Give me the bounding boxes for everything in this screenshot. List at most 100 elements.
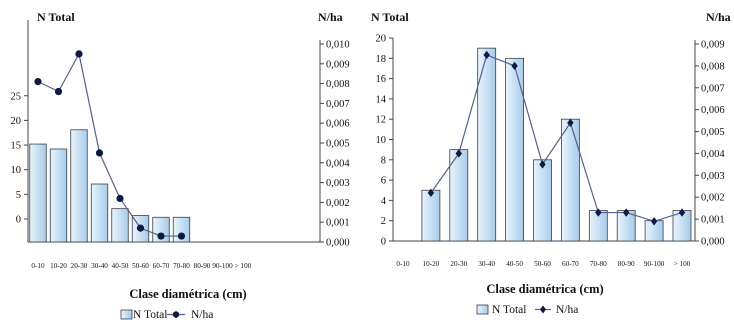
right-chart-y2tick-label: 0,007: [701, 83, 725, 94]
right-chart-ylabel: N Total: [371, 10, 409, 24]
right-chart-nha-point: [678, 208, 686, 217]
left-chart-bar: [49, 148, 68, 243]
left-chart-category-label: 10-20: [50, 262, 67, 270]
left-chart-legend-nha-label: N/ha: [191, 309, 213, 321]
right-chart-nha-point: [511, 61, 518, 71]
left-chart-y2tick-label: 0,002: [326, 198, 350, 209]
right-chart-bar: [421, 189, 441, 242]
left-chart-ytick-label: 5: [16, 190, 21, 201]
right-chart-y2tick-label: 0,006: [701, 105, 725, 116]
left-chart-y2tick-label: 0,010: [326, 40, 350, 51]
right-chart-ytick-label: 14: [376, 94, 387, 105]
left-chart-category-label: 40-50: [112, 262, 129, 270]
right-chart-y2tick-label: 0,000: [701, 237, 725, 248]
left-chart-y2tick-label: 0,004: [326, 158, 350, 169]
right-chart-legend-ntotal-label: N Total: [492, 304, 526, 316]
right-chart-y2tick-label: 0,003: [701, 171, 725, 182]
right-chart-y2tick-label: 0,005: [701, 127, 725, 138]
left-chart-legend-ntotal-label: N Total: [133, 309, 167, 321]
right-chart-legend-nha-label: N/ha: [556, 304, 578, 316]
left-chart-category-label: 0-10: [31, 262, 45, 270]
left-chart-category-label: 30-40: [91, 262, 108, 270]
left-chart-category-label: 70-80: [173, 262, 190, 270]
right-chart-category-label: 60-70: [562, 260, 579, 268]
left-chart-nha-point: [95, 149, 104, 157]
left-chart-nha-point: [177, 232, 186, 240]
left-chart-category-label: 90-100: [212, 262, 233, 270]
left-chart-y2tick-label: 0,007: [326, 99, 350, 110]
left-chart-bar: [90, 183, 109, 243]
left-chart-category-label: 60-70: [153, 262, 170, 270]
left-chart-category-label: 20-30: [71, 262, 88, 270]
right-chart-bar: [561, 118, 580, 242]
left-chart-nha-point: [116, 194, 124, 203]
right-chart-bar: [505, 57, 525, 242]
right-chart-nha-point: [539, 160, 546, 169]
right-chart-category-label: 10-20: [423, 260, 440, 268]
right-chart-ytick-label: 16: [376, 74, 387, 85]
right-chart-category-label: > 100: [674, 260, 691, 268]
left-chart-y2label: N/ha: [318, 10, 343, 24]
left-chart-y2tick-label: 0,000: [326, 238, 350, 249]
right-chart-y2tick-label: 0,009: [701, 40, 725, 51]
left-chart-xlabel: Clase diamétrica (cm): [129, 287, 246, 301]
right-chart-y2tick-label: 0,002: [701, 193, 725, 204]
right-chart-nha-point: [650, 217, 658, 226]
right-chart-nha-point: [595, 208, 602, 217]
left-chart-ytick-label: 20: [11, 116, 22, 127]
left-chart-y2tick-label: 0,001: [326, 218, 350, 229]
right-chart-nha-point: [567, 118, 574, 127]
left-chart-nha-point: [34, 78, 42, 86]
left-chart-category-label: 80-90: [194, 262, 211, 270]
right-chart-y2label: N/ha: [706, 10, 731, 24]
right-chart-nha-point: [455, 149, 462, 158]
right-chart-legend-bar-swatch: [476, 304, 489, 315]
left-chart-ylabel: N Total: [37, 10, 75, 24]
right-chart-category-label: 0-10: [396, 260, 410, 268]
right-chart-category-label: 80-90: [618, 260, 635, 268]
left-chart-category-label: 50-60: [132, 262, 149, 270]
left-chart-bar: [70, 129, 88, 243]
right-chart-category-label: 90-100: [644, 260, 665, 268]
left-chart-legend-bar-swatch: [120, 309, 133, 320]
right-chart-nha-line: [430, 54, 683, 222]
right-chart-y2tick-label: 0,008: [701, 61, 725, 72]
left-chart-bar: [111, 208, 129, 243]
right-chart-nha-point: [427, 188, 435, 198]
right-chart-ytick-label: 4: [381, 196, 387, 207]
right-chart-bar: [477, 47, 497, 242]
left-chart-ytick-label: 25: [11, 91, 22, 102]
left-chart-nha-line: [37, 52, 182, 237]
right-chart-legend-marker: [540, 305, 546, 314]
right-chart-ytick-label: 8: [381, 155, 386, 166]
left-chart-legend-marker: [172, 311, 180, 318]
right-chart-bar: [533, 159, 552, 242]
right-chart-category-label: 30-40: [478, 260, 495, 268]
left-chart-nha-point: [136, 224, 145, 232]
right-chart: N Total N/ha Clase diamétrica (cm) 0 2 4 6 8…: [371, 10, 731, 316]
right-chart-category-label: 70-80: [590, 260, 607, 268]
left-chart-y2tick-label: 0,005: [326, 139, 350, 150]
right-chart-y2tick-label: 0,001: [701, 215, 725, 226]
right-chart-category-label: 20-30: [450, 260, 467, 268]
left-chart-nha-point: [157, 232, 165, 240]
left-chart-ytick-label: 10: [11, 165, 22, 176]
right-chart-xlabel: Clase diamétrica (cm): [486, 282, 603, 296]
right-chart-ytick-label: 12: [376, 115, 387, 126]
right-chart-nha-point: [483, 50, 490, 60]
right-chart-ytick-label: 20: [376, 34, 387, 45]
right-chart-nha-point: [623, 208, 630, 217]
left-chart-ytick-label: 15: [11, 141, 22, 152]
right-chart-y2tick-label: 0,004: [701, 149, 725, 160]
right-chart-ytick-label: 6: [381, 176, 386, 187]
left-chart: N Total N/ha Clase diamétrica (cm) 0 5 10 1…: [11, 10, 351, 321]
left-chart-nha-point: [75, 50, 83, 58]
right-chart-ytick-label: 2: [381, 216, 386, 227]
right-chart-ytick-label: 10: [376, 135, 387, 146]
left-chart-nha-point: [54, 87, 63, 96]
left-chart-category-label: > 100: [235, 262, 252, 270]
left-chart-y2tick-label: 0,003: [326, 178, 350, 189]
left-chart-ytick-label: 0: [16, 215, 21, 226]
left-chart-y2tick-label: 0,008: [326, 79, 350, 90]
